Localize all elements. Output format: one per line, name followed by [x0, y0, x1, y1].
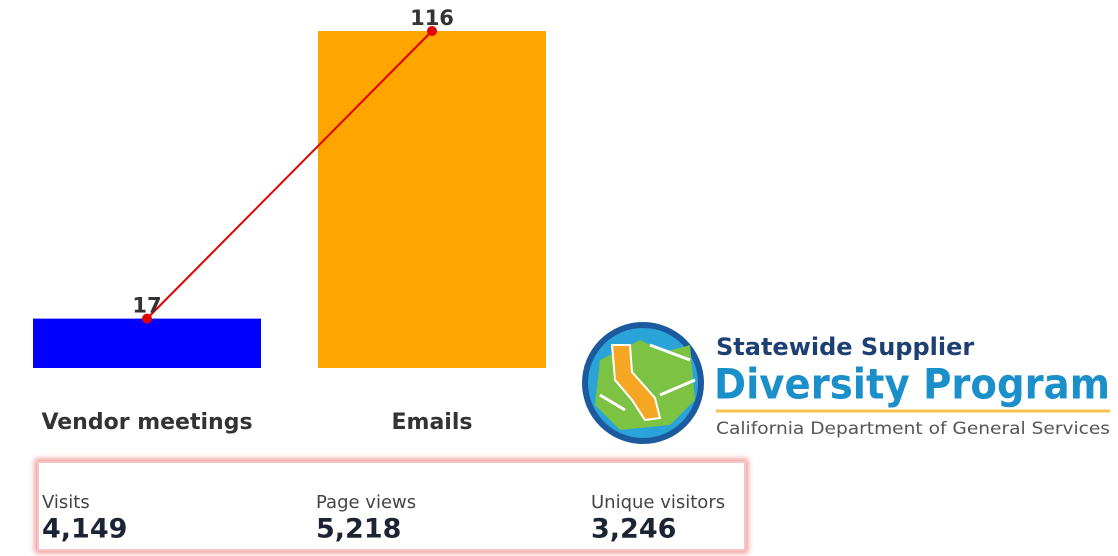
logo-lines: [599, 343, 696, 412]
stat-value: 4,149: [42, 514, 127, 545]
value-label: 116: [410, 6, 454, 30]
logo-line1: Statewide Supplier: [716, 333, 974, 361]
line-point: [427, 26, 437, 36]
logo: Statewide Supplier Diversity Program Cal…: [582, 322, 1110, 444]
line: [146, 30, 433, 320]
value-label: 17: [132, 294, 161, 318]
stat-value: 3,246: [591, 514, 676, 545]
line-point: [142, 313, 152, 324]
stats-box: [37, 461, 746, 551]
logo-line2: Diversity Program: [714, 360, 1110, 409]
logo-line3: California Department of General Service…: [716, 419, 1110, 439]
stat-label: Page views: [316, 492, 416, 513]
chart: Vendor meetings Emails 17 116: [33, 6, 546, 435]
stat-label: Visits: [42, 492, 90, 513]
stat-value: 5,218: [316, 514, 401, 545]
bar: [33, 318, 261, 368]
category-label: Vendor meetings: [41, 410, 252, 435]
stat-label: Unique visitors: [591, 492, 725, 513]
bar: [318, 31, 546, 368]
logo-state: [610, 344, 662, 422]
category-label: Emails: [392, 410, 473, 435]
